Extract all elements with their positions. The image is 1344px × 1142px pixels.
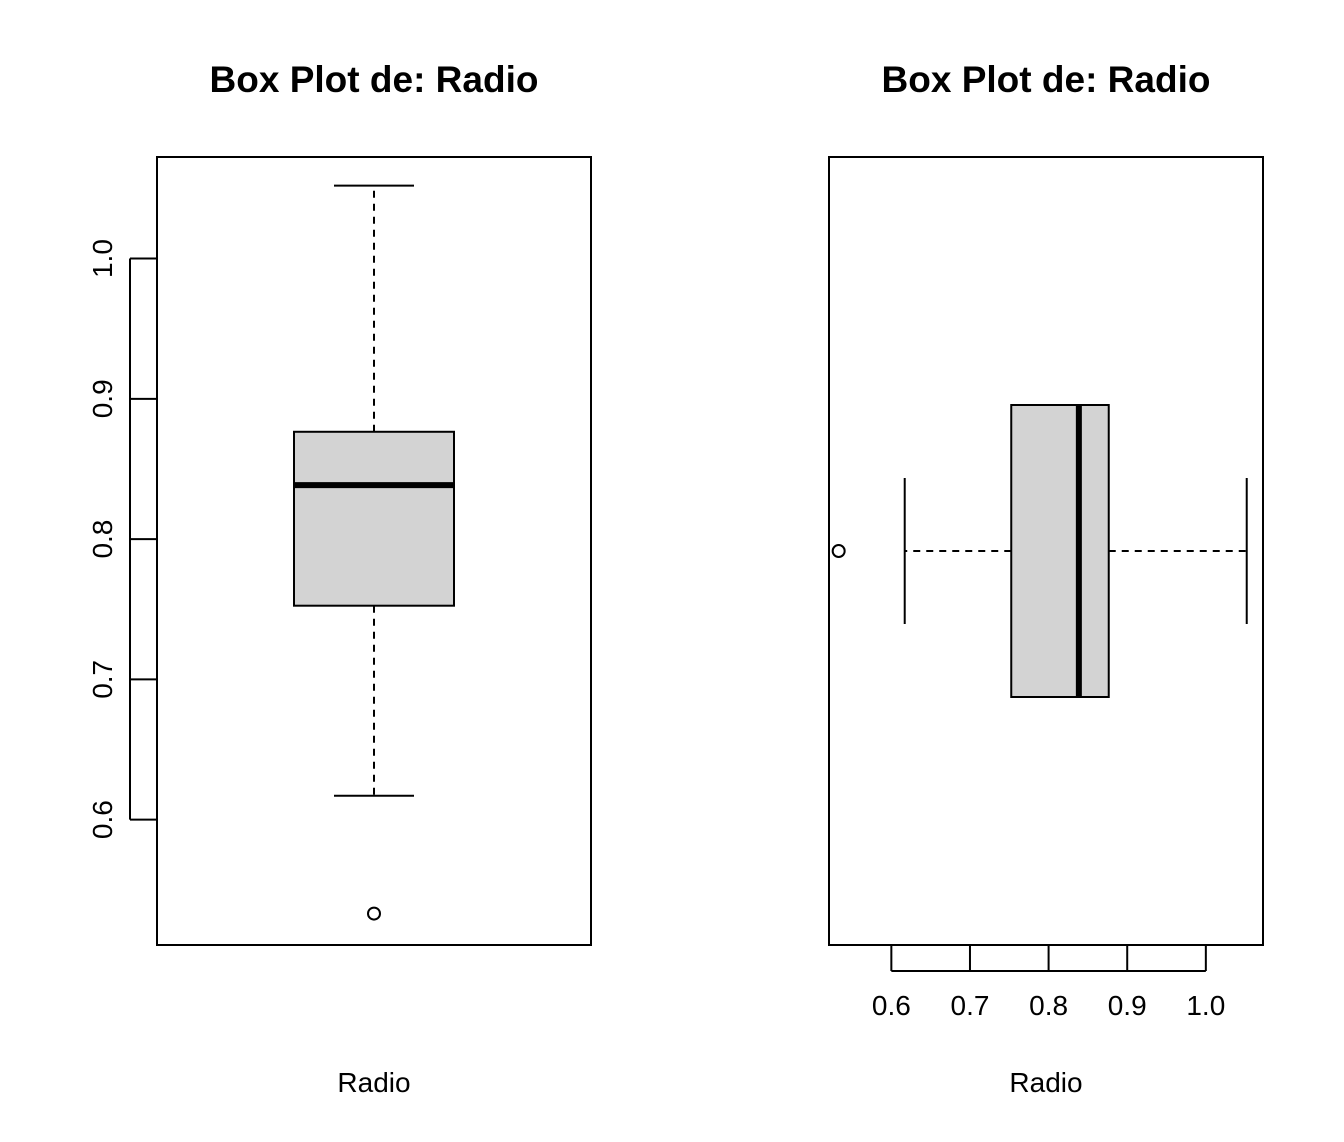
- y-tick-label: 0.7: [87, 660, 118, 699]
- x-tick-label: 1.0: [1186, 990, 1225, 1021]
- interquartile-box: [1010, 404, 1110, 698]
- vertical-plot-frame: [156, 156, 592, 946]
- vertical-box-plot-panel: Box Plot de: Radio 0.6 0.7 0.8 0.9 1.0 Radio: [87, 59, 592, 1098]
- x-tick-label: 0.9: [1108, 990, 1147, 1021]
- horizontal-plot-x-axis: 0.6 0.7 0.8 0.9 1.0: [872, 945, 1225, 1021]
- y-tick-label: 0.8: [87, 520, 118, 559]
- y-tick-label: 0.6: [87, 800, 118, 839]
- x-tick-label: 0.8: [1029, 990, 1068, 1021]
- horizontal-plot-title: Box Plot de: Radio: [882, 59, 1211, 100]
- horizontal-plot-x-label: Radio: [1009, 1067, 1082, 1098]
- y-tick-label: 1.0: [87, 239, 118, 278]
- vertical-plot-x-label: Radio: [337, 1067, 410, 1098]
- interquartile-box: [293, 430, 455, 607]
- x-tick-label: 0.6: [872, 990, 911, 1021]
- horizontal-box: [831, 404, 1248, 698]
- horizontal-plot-frame: [828, 156, 1264, 946]
- x-tick-label: 0.7: [951, 990, 990, 1021]
- outlier-point: [367, 906, 381, 921]
- horizontal-box-plot-panel: Box Plot de: Radio 0.6 0.7 0.8 0.9 1.0 Radio: [828, 59, 1264, 1098]
- outlier-point: [831, 544, 846, 558]
- vertical-box: [293, 184, 455, 921]
- vertical-plot-y-axis: 0.6 0.7 0.8 0.9 1.0: [87, 239, 157, 839]
- y-tick-label: 0.9: [87, 379, 118, 418]
- vertical-plot-title: Box Plot de: Radio: [210, 59, 539, 100]
